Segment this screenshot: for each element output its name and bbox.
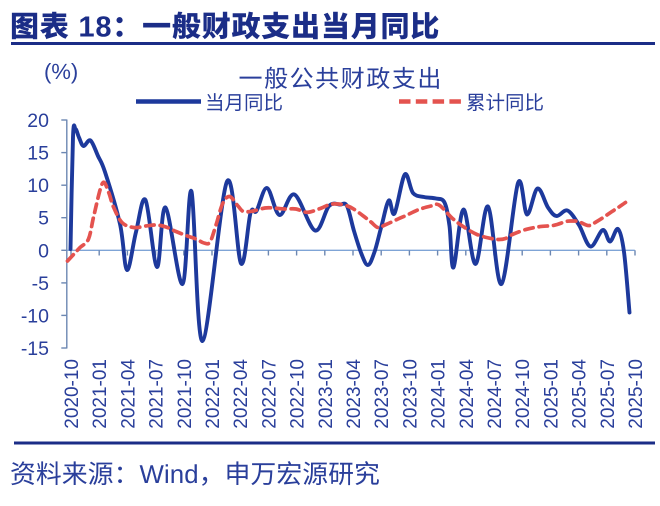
svg-text:2024-07: 2024-07 xyxy=(485,359,506,429)
svg-text:2022-07: 2022-07 xyxy=(259,359,280,429)
svg-text:2022-01: 2022-01 xyxy=(203,359,224,429)
svg-text:10: 10 xyxy=(27,175,49,197)
svg-text:2024-04: 2024-04 xyxy=(457,359,478,429)
svg-text:2022-04: 2022-04 xyxy=(231,359,252,429)
svg-text:2023-07: 2023-07 xyxy=(372,359,393,429)
svg-text:2025-10: 2025-10 xyxy=(626,359,647,429)
svg-text:2020-10: 2020-10 xyxy=(62,359,83,429)
svg-text:2025-04: 2025-04 xyxy=(570,359,591,429)
svg-text:2021-01: 2021-01 xyxy=(90,359,111,429)
svg-text:2023-10: 2023-10 xyxy=(400,359,421,429)
svg-text:0: 0 xyxy=(38,240,49,262)
svg-text:15: 15 xyxy=(27,143,49,165)
svg-text:2025-07: 2025-07 xyxy=(598,359,619,429)
svg-text:2024-10: 2024-10 xyxy=(513,359,534,429)
svg-text:5: 5 xyxy=(38,208,49,230)
svg-text:-10: -10 xyxy=(21,305,49,327)
svg-text:2021-04: 2021-04 xyxy=(118,359,139,429)
svg-text:2021-07: 2021-07 xyxy=(147,359,168,429)
svg-text:2025-01: 2025-01 xyxy=(541,359,562,429)
svg-text:2021-10: 2021-10 xyxy=(175,359,196,429)
svg-text:-15: -15 xyxy=(21,338,49,360)
svg-text:-5: -5 xyxy=(32,273,49,295)
svg-text:2024-01: 2024-01 xyxy=(429,359,450,429)
svg-text:20: 20 xyxy=(27,110,49,132)
svg-text:2023-01: 2023-01 xyxy=(316,359,337,429)
svg-text:2023-04: 2023-04 xyxy=(344,359,365,429)
svg-text:2022-10: 2022-10 xyxy=(288,359,309,429)
